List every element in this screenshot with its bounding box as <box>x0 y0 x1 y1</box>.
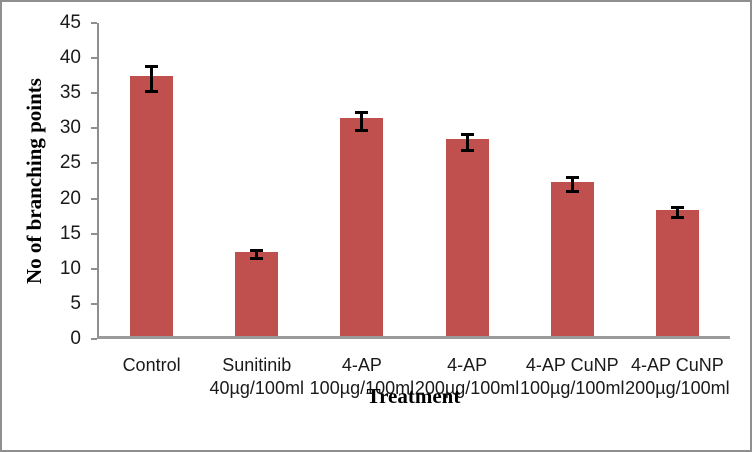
y-axis-tick-mark <box>91 162 97 165</box>
y-axis-tick-mark <box>91 127 97 130</box>
error-bar <box>670 206 684 219</box>
y-axis-tick-mark <box>91 338 97 340</box>
bar <box>235 251 279 336</box>
error-bar <box>145 65 159 94</box>
y-axis-tick-label: 35 <box>59 82 81 104</box>
error-bar-stem <box>360 110 364 132</box>
y-axis-tick-label: 10 <box>59 257 81 279</box>
y-axis-tick-mark <box>91 267 97 270</box>
x-category-label-line2: 200µg/100ml <box>414 378 520 398</box>
error-bar <box>460 132 474 153</box>
error-bar <box>250 249 264 261</box>
x-category-label: Sunitinib 40µg/100ml <box>204 354 309 400</box>
y-axis-tick-label: 25 <box>59 152 81 174</box>
error-bar-stem <box>150 65 154 94</box>
y-axis-tick-mark <box>91 57 97 60</box>
y-axis-tick-label: 30 <box>59 117 81 139</box>
error-bar <box>565 176 579 193</box>
x-category-label-line2: 200µg/100ml <box>625 378 730 398</box>
bar <box>655 209 699 336</box>
bar <box>445 139 489 336</box>
bar <box>550 181 594 336</box>
x-category-label: 4-AP 200µg/100ml <box>415 354 520 400</box>
x-category-label: 4-AP 100µg/100ml <box>309 354 414 400</box>
y-axis-tick-label: 0 <box>70 328 81 349</box>
y-axis-tick-label: 20 <box>59 187 81 209</box>
x-category-label-line2: 40µg/100ml <box>209 378 304 398</box>
y-axis-tick-label: 40 <box>59 47 81 69</box>
x-category-label-line2: 100µg/100ml <box>520 378 625 398</box>
x-category-label: 4-AP CuNP 100µg/100ml <box>520 354 625 400</box>
y-axis-tick-mark <box>91 92 97 95</box>
x-category-label-line1: 4-AP <box>341 355 382 375</box>
x-category-label-line1: 4-AP CuNP <box>631 355 724 375</box>
error-bar-stem <box>675 206 679 219</box>
x-category-label-line2: 100µg/100ml <box>309 378 415 398</box>
x-category-label-line1: 4-AP <box>447 355 488 375</box>
bar <box>340 118 384 336</box>
y-axis-tick-mark <box>91 197 97 200</box>
x-category-label: Control <box>99 354 204 377</box>
x-category-label-line1: Sunitinib <box>222 355 292 375</box>
error-bar <box>355 110 369 132</box>
error-bar-stem <box>255 249 259 261</box>
bar <box>130 76 174 336</box>
x-axis-title: Treatment <box>366 384 461 408</box>
x-category-label-line1: Control <box>122 355 181 375</box>
y-axis-tick-mark <box>91 232 97 235</box>
y-axis-tick-label: 45 <box>59 12 81 33</box>
plot-area: 0 5 10 15 20 25 30 35 40 45 Control Sunitinib 40µg/1… <box>60 12 730 398</box>
y-axis-tick-mark <box>91 302 97 305</box>
y-axis-tick-mark <box>91 22 97 24</box>
error-bar-stem <box>570 176 574 193</box>
x-category-label: 4-AP CuNP 200µg/100ml <box>625 354 730 400</box>
x-category-label-line1: 4-AP CuNP <box>525 355 619 375</box>
error-bar-stem <box>465 132 469 153</box>
y-axis-tick-label: 5 <box>70 292 81 314</box>
y-axis-tick-label: 15 <box>59 222 81 244</box>
